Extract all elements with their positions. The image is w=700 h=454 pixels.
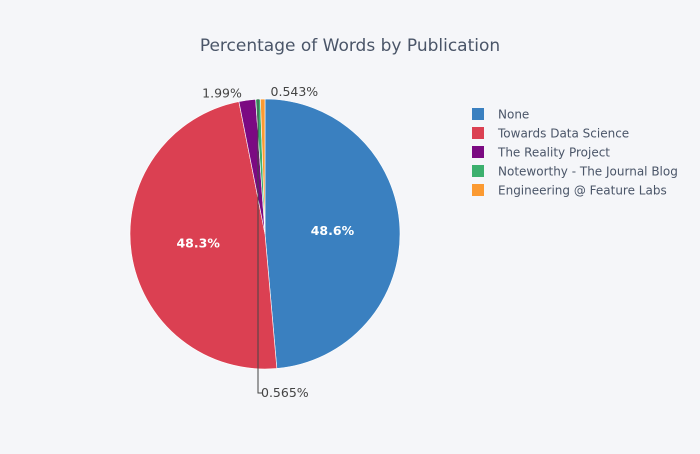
legend-label: Towards Data Science bbox=[497, 127, 629, 141]
legend-item-the-reality-project[interactable]: The Reality Project bbox=[472, 146, 610, 160]
legend-swatch bbox=[472, 184, 484, 196]
legend-label: Engineering @ Feature Labs bbox=[498, 184, 667, 198]
legend-label: The Reality Project bbox=[497, 146, 610, 160]
legend-item-noteworthy-the-journal-blog[interactable]: Noteworthy - The Journal Blog bbox=[472, 165, 678, 179]
legend-item-towards-data-science[interactable]: Towards Data Science bbox=[472, 127, 629, 141]
slice-label-the-reality-project: 1.99% bbox=[202, 85, 242, 100]
legend-swatch bbox=[472, 108, 484, 120]
pie-slice-none[interactable] bbox=[264, 98, 401, 369]
slice-label-towards-data-science: 48.3% bbox=[176, 236, 220, 251]
pie-slice-engineering-feature-labs[interactable] bbox=[260, 98, 266, 235]
slice-label-leader-line bbox=[257, 99, 263, 394]
slice-label-noteworthy-the-journal-blog: 0.565% bbox=[261, 385, 309, 400]
legend-label: Noteworthy - The Journal Blog bbox=[498, 165, 678, 179]
slice-label-engineering-feature-labs: 0.543% bbox=[271, 84, 319, 99]
slice-label-none: 48.6% bbox=[311, 223, 355, 238]
chart-title: Percentage of Words by Publication bbox=[200, 36, 500, 56]
pie-slice-towards-data-science[interactable] bbox=[129, 101, 278, 370]
legend-item-none[interactable]: None bbox=[472, 108, 529, 122]
legend-swatch bbox=[472, 165, 484, 177]
legend-item-engineering-feature-labs[interactable]: Engineering @ Feature Labs bbox=[472, 184, 667, 198]
legend-swatch bbox=[472, 146, 484, 158]
legend-swatch bbox=[472, 127, 484, 139]
legend-label: None bbox=[498, 108, 529, 122]
